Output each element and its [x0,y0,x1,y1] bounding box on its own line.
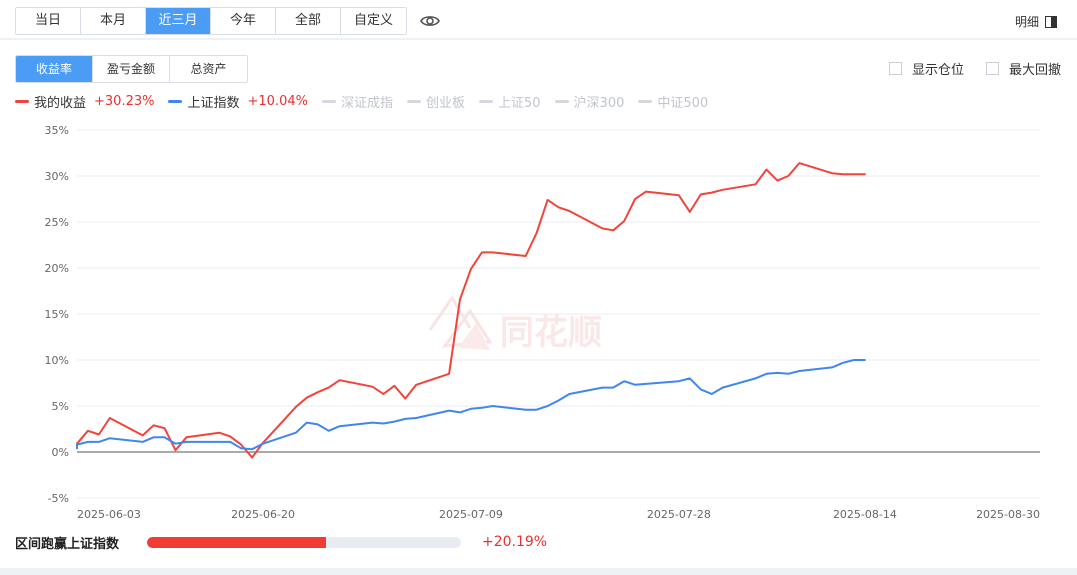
detail-toggle[interactable]: 明细 [1015,13,1057,30]
tab-total-assets[interactable]: 总资产 [170,56,247,82]
y-tick-label: 20% [45,262,69,275]
y-tick-label: 30% [45,170,69,183]
tab-all[interactable]: 全部 [276,8,341,34]
y-axis: -5% 0% 5% 10% 15% 20% 25% 30% 35% [45,124,69,505]
tab-this-month[interactable]: 本月 [81,8,146,34]
tab-today[interactable]: 当日 [16,8,81,34]
legend-swatch [479,99,493,103]
x-axis: 2025-06-03 2025-06-20 2025-07-09 2025-07-28… [77,508,1040,521]
y-tick-label: 25% [45,216,69,229]
legend-swatch [321,99,336,103]
max-drawdown-checkbox[interactable] [985,62,999,75]
series-line-my-return [76,162,866,459]
metric-tabs: 收益率 盈亏金额 总资产 [15,55,248,83]
panel-icon [1045,15,1057,28]
legend-item-szse-component[interactable]: 深证成指 [321,92,393,111]
y-tick-label: 10% [45,354,69,367]
legend-name: 深证成指 [340,95,393,111]
outperform-label: 区间跑赢上证指数 [15,536,120,552]
detail-label: 明细 [1014,15,1039,29]
chart-legend: 我的收益 +30.23% 上证指数 +10.04% 深证成指 创业板 上证50 … [15,92,722,111]
outperform-value: +20.19% [482,534,548,550]
x-tick-label: 2025-07-28 [647,508,711,521]
legend-item-csi500[interactable]: 中证500 [638,92,708,111]
outperform-bar [147,536,461,548]
legend-item-sse-index[interactable]: 上证指数 +10.04% [168,92,308,111]
legend-name: 沪深300 [573,95,625,111]
chart-options: 显示仓位 最大回撤 [888,59,1061,78]
legend-value: +30.23% [94,93,155,109]
x-tick-label: 2025-06-20 [231,508,295,521]
legend-swatch [638,99,653,103]
y-tick-label: 0% [52,446,69,459]
legend-swatch [554,99,569,103]
max-drawdown-option[interactable]: 最大回撤 [985,59,1061,78]
x-tick-label: 2025-08-14 [833,508,897,521]
legend-item-csi300[interactable]: 沪深300 [554,92,625,111]
eye-icon[interactable] [420,11,440,31]
x-tick-label: 2025-08-30 [976,508,1040,521]
outperform-bar-fill [147,536,326,548]
y-tick-label: 5% [52,400,69,413]
flame-logo-icon [428,295,493,350]
range-tabs: 当日 本月 近三月 今年 全部 自定义 [15,7,407,35]
max-drawdown-label: 最大回撤 [1008,63,1061,78]
legend-value: +10.04% [247,93,308,109]
tab-profit-loss[interactable]: 盈亏金额 [93,56,170,82]
series-lines [76,162,866,459]
chart-panel: 收益率 盈亏金额 总资产 显示仓位 最大回撤 我的收益 +30.23% 上证指数… [0,40,1077,568]
return-line-chart: 同花顺 -5% 0% 5% 10% 15% 20% 25% 30% 35% 2025-06-03… [45,124,1040,521]
series-line-sse-index [76,359,866,451]
show-position-option[interactable]: 显示仓位 [888,59,964,78]
legend-name: 创业板 [425,95,465,111]
top-bar: 当日 本月 近三月 今年 全部 自定义 明细 [0,0,1077,38]
show-position-label: 显示仓位 [911,63,964,78]
legend-name: 中证500 [657,95,709,111]
outperform-row: 区间跑赢上证指数 +20.19% [15,532,547,552]
tab-this-year[interactable]: 今年 [211,8,276,34]
grid [77,129,1040,499]
tab-last-three-months[interactable]: 近三月 [146,8,211,34]
x-tick-label: 2025-07-09 [439,508,503,521]
legend-swatch [168,99,183,103]
y-tick-label: 15% [45,308,69,321]
legend-swatch [15,99,29,103]
legend-name: 我的收益 [34,95,87,111]
legend-item-my-return[interactable]: 我的收益 +30.23% [15,92,154,111]
y-tick-label: 35% [45,124,69,137]
legend-name: 上证50 [498,95,541,111]
legend-item-sse50[interactable]: 上证50 [479,92,541,111]
legend-name: 上证指数 [187,95,240,111]
legend-item-chinext[interactable]: 创业板 [406,92,465,111]
tab-custom[interactable]: 自定义 [341,8,406,34]
watermark-text: 同花顺 [500,313,602,353]
x-tick-label: 2025-06-03 [77,508,141,521]
y-tick-label: -5% [48,492,69,505]
tab-return-rate[interactable]: 收益率 [16,56,93,82]
show-position-checkbox[interactable] [888,62,902,75]
watermark: 同花顺 [428,295,602,353]
legend-swatch [406,99,421,103]
